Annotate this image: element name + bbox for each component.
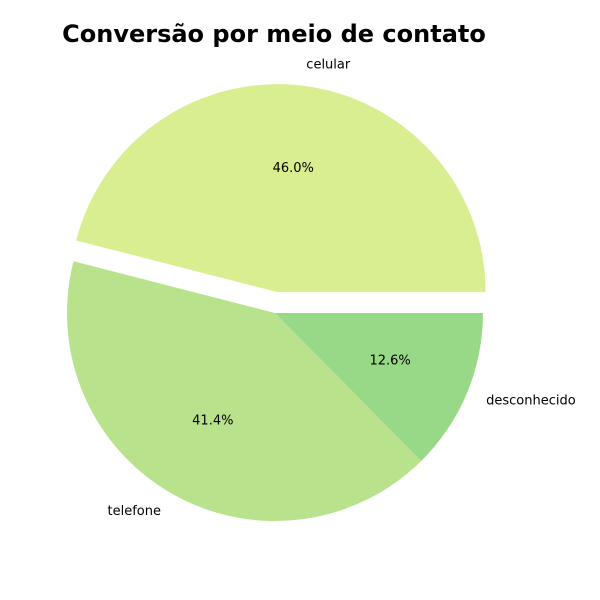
slice-label-desconhecido: desconhecido [486, 394, 576, 409]
slice-percent-telefone: 41.4% [192, 414, 233, 429]
slice-percent-celular: 46.0% [273, 161, 314, 176]
slice-percent-desconhecido: 12.6% [369, 354, 410, 369]
pie-slice-telefone [66, 261, 422, 522]
slice-label-celular: celular [306, 58, 351, 73]
pie-slice-desconhecido [275, 313, 483, 461]
slice-label-telefone: telefone [108, 504, 161, 519]
pie-slice-celular [76, 84, 486, 293]
chart-title: Conversão por meio de contato [62, 20, 486, 48]
